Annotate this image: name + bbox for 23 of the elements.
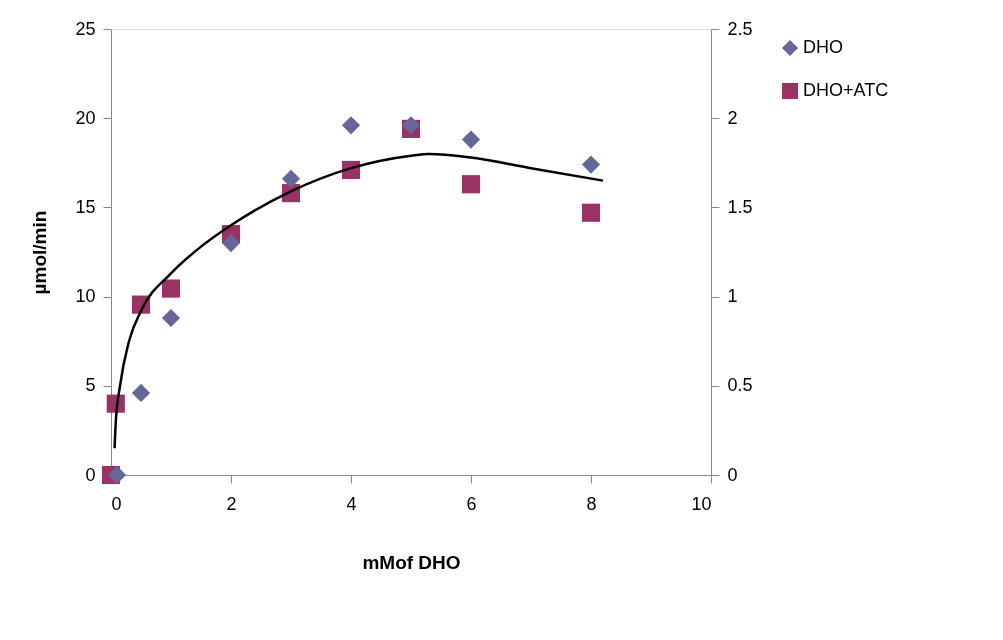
x-axis-title: mMof DHO: [362, 551, 461, 573]
y-tick-label: 5: [85, 375, 96, 396]
y-tick-label: 0: [85, 464, 96, 485]
legend-label: DHO+ATC: [803, 80, 889, 100]
y2-tick-label: 1: [727, 286, 738, 307]
line-series: [113, 152, 605, 450]
y2-tick-label: 0.5: [727, 375, 753, 396]
x-tick-label: 2: [226, 493, 237, 514]
y-tick-label: 20: [75, 107, 96, 128]
x-tick-label: 6: [466, 493, 477, 514]
x-tick-label: 8: [586, 493, 597, 514]
y2-tick-label: 2.5: [727, 18, 753, 39]
x-tick-label: 4: [346, 493, 357, 514]
y2-tick-label: 1.5: [727, 196, 753, 217]
y2-tick-label: 0: [727, 464, 738, 485]
y-tick-label: 25: [75, 18, 96, 39]
y2-tick-label: 2: [727, 107, 738, 128]
y-tick-label: 15: [75, 196, 96, 217]
y-tick-label: 10: [75, 286, 96, 307]
x-tick-label: 0: [111, 493, 122, 514]
y-axis-title: µmol/min: [29, 210, 51, 295]
legend-label: DHO: [803, 37, 843, 57]
x-tick-label: 10: [691, 493, 712, 514]
